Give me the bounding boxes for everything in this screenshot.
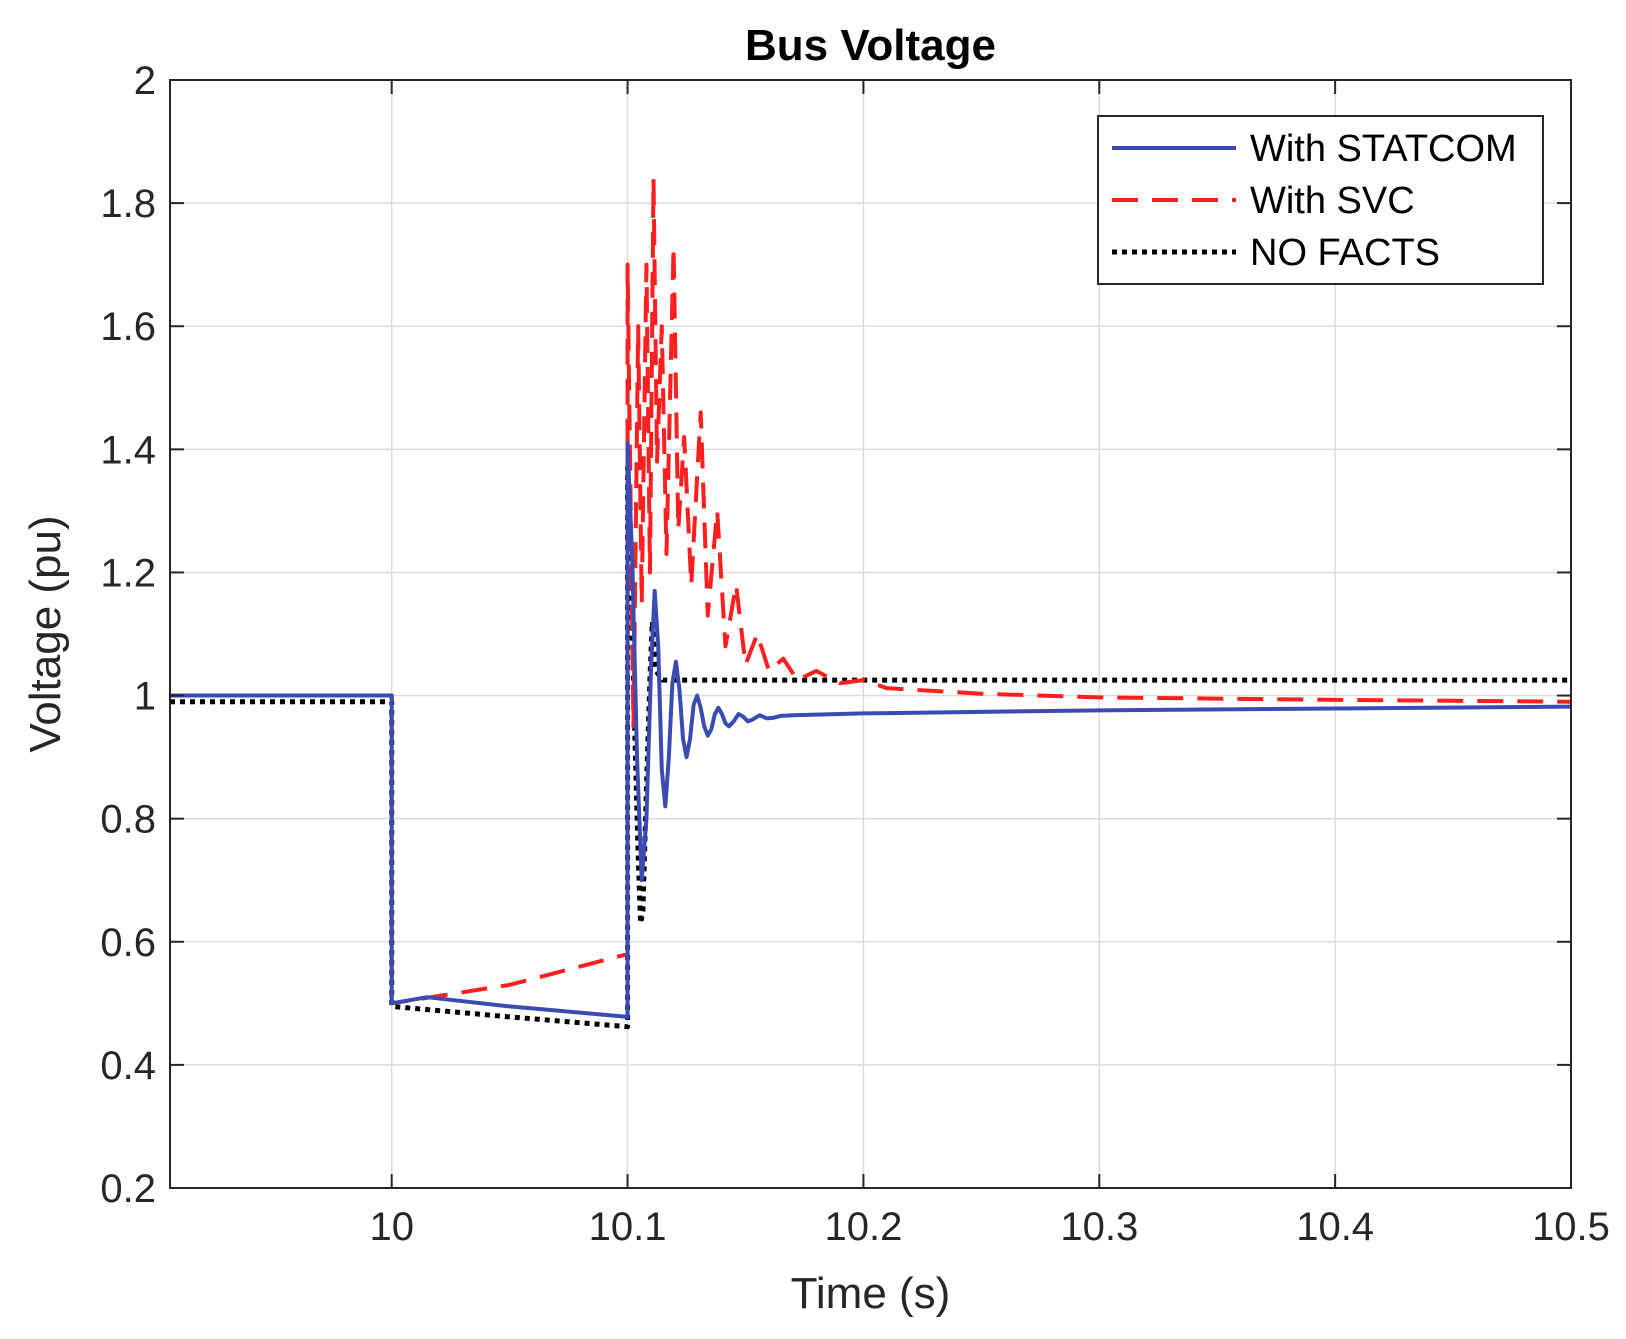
legend-label-no-facts: NO FACTS (1250, 232, 1440, 274)
legend: With STATCOM With SVC NO FACTS (1097, 115, 1544, 285)
y-tick-label: 1.2 (100, 551, 156, 595)
y-tick-label: 0.6 (100, 921, 156, 965)
chart-title: Bus Voltage (745, 21, 996, 70)
grid (170, 79, 1572, 1189)
y-tick-label: 0.4 (100, 1044, 156, 1088)
x-tick-label: 10.3 (1060, 1205, 1138, 1249)
y-tick-label: 1.4 (100, 428, 156, 472)
legend-label-with-svc: With SVC (1250, 180, 1415, 222)
x-tick-label: 10.4 (1296, 1205, 1374, 1249)
x-tick-label: 10.5 (1532, 1205, 1610, 1249)
x-tick-label: 10.1 (589, 1205, 667, 1249)
y-tick-label: 0.2 (100, 1167, 156, 1211)
y-tick-label: 1 (134, 675, 156, 719)
x-tick-label: 10.2 (824, 1205, 902, 1249)
series-line-with-statcom (170, 441, 1572, 1019)
ticks: 10 10.1 10.2 10.3 10.4 10.5 0.2 0.4 0.6 0.8 1 1.2 1.… (100, 59, 1610, 1249)
y-tick-label: 1.8 (100, 182, 156, 226)
y-tick-label: 2 (134, 59, 156, 103)
legend-label-with-statcom: With STATCOM (1250, 128, 1517, 170)
y-axis-label: Voltage (pu) (21, 515, 70, 752)
series-line-with-svc (170, 176, 1572, 1006)
y-tick-label: 0.8 (100, 798, 156, 842)
y-tick-label: 1.6 (100, 305, 156, 349)
x-tick-label: 10 (369, 1205, 414, 1249)
x-axis-label: Time (s) (791, 1269, 951, 1318)
plot-frame (169, 79, 1572, 1189)
series-layer (170, 176, 1572, 1030)
